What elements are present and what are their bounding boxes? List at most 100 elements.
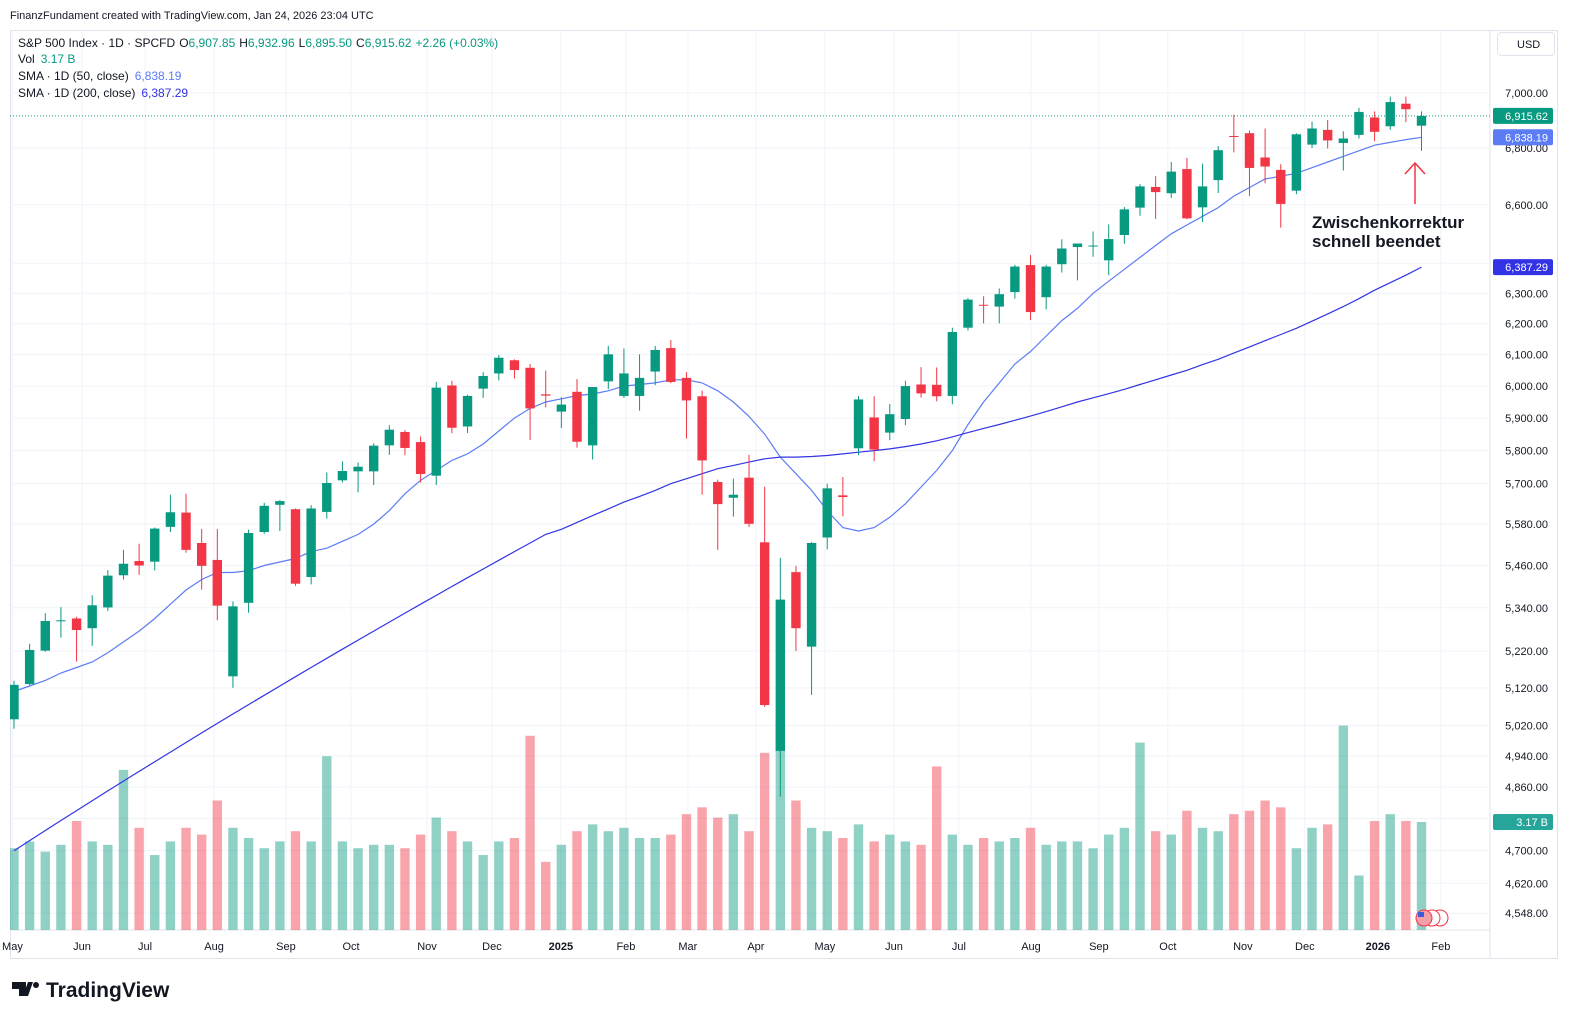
candle-body (196, 542, 207, 566)
volume-bar (228, 827, 238, 930)
volume-bar (1213, 831, 1223, 930)
candle-body (384, 429, 395, 446)
candle-body (1260, 157, 1270, 167)
volume-bar (337, 841, 348, 930)
volume-bar (24, 841, 35, 930)
y-tick-label: 5,340.00 (1505, 603, 1548, 615)
volume-bar (71, 820, 82, 930)
y-tick-label: 4,940.00 (1505, 751, 1548, 763)
volume-bar (853, 824, 864, 930)
candle-body (603, 354, 613, 382)
volume-bar (603, 831, 613, 930)
volume-bar (885, 834, 895, 930)
price-box-label: 3.17 B (1516, 817, 1548, 829)
candle-body (947, 332, 958, 396)
candle-body (1088, 245, 1098, 247)
sma-line (13, 136, 1422, 693)
volume-bar (1385, 814, 1395, 930)
x-tick-label: Aug (204, 941, 224, 953)
y-tick-label: 6,300.00 (1505, 288, 1548, 300)
volume-bar (243, 838, 254, 930)
x-tick-label: Mar (678, 941, 697, 953)
candle-body (634, 377, 645, 396)
y-tick-label: 4,620.00 (1505, 878, 1548, 890)
candle-body (462, 395, 473, 427)
volume-bar (1197, 827, 1208, 930)
y-tick-label: 5,900.00 (1505, 413, 1548, 425)
candle-body (978, 304, 989, 306)
candle-body (10, 684, 19, 720)
candle-body (1041, 266, 1051, 298)
volume-bar (118, 769, 129, 930)
legend-symbol-line: S&P 500 Index · 1D · SPCFD O6,907.85 H6,93… (18, 36, 498, 50)
candle-body (1150, 186, 1161, 193)
volume-bar (10, 848, 19, 930)
volume-bar (572, 831, 582, 930)
volume-bar (697, 807, 707, 930)
y-tick-label: 5,460.00 (1505, 561, 1548, 573)
volume-bar (650, 838, 660, 930)
candle-body (1119, 209, 1130, 235)
volume-bar (666, 834, 676, 930)
flag-icons (1415, 909, 1449, 927)
legend: S&P 500 Index · 1D · SPCFD O6,907.85 H6,93… (18, 36, 498, 100)
volume-bar (1104, 834, 1114, 930)
volume-bar (869, 841, 879, 930)
volume-bar (1369, 820, 1380, 930)
volume-bar (713, 817, 723, 930)
x-tick-label: 2026 (1366, 941, 1390, 953)
x-tick-label: May (814, 941, 835, 953)
candle-layer (10, 96, 1427, 797)
candle-body (525, 367, 535, 409)
candle-body (932, 384, 942, 397)
x-tick-label: Apr (747, 941, 764, 953)
volume-bar (181, 827, 191, 930)
volume-bar (1291, 848, 1302, 930)
h-value: 6,932.96 (248, 36, 295, 50)
o-key: O (179, 36, 188, 50)
y-tick-label: 6,800.00 (1505, 143, 1548, 155)
volume-bar (947, 834, 958, 930)
volume-bar (1135, 742, 1145, 930)
x-tick-label: Feb (1431, 941, 1450, 953)
axes: 7,000.006,800.006,600.006,400.006,300.00… (2, 88, 1553, 953)
volume-bar (103, 844, 113, 930)
brand: TradingView (46, 979, 170, 1002)
price-box-label: 6,915.62 (1505, 111, 1548, 123)
candle-body (400, 431, 410, 448)
volume-bar (838, 838, 848, 930)
volume-bar (1260, 800, 1270, 930)
candle-body (71, 618, 82, 630)
candle-body (869, 417, 879, 450)
volume-bar (1416, 821, 1427, 930)
y-tick-label: 5,120.00 (1505, 683, 1548, 695)
volume-bar (1150, 831, 1161, 930)
currency[interactable]: USD (1517, 39, 1540, 51)
candle-body (212, 559, 223, 606)
candle-body (1135, 186, 1145, 208)
candle-body (509, 360, 520, 370)
volume-bar (775, 718, 785, 930)
candle-body (290, 509, 301, 584)
x-tick-label: Nov (1233, 941, 1253, 953)
currency-box[interactable] (1497, 32, 1555, 56)
volume-bar (759, 752, 770, 930)
volume-bar (744, 831, 754, 930)
volume-bar (619, 827, 629, 930)
h-key: H (239, 36, 248, 50)
volume-bar (134, 827, 144, 930)
volume-bar (369, 844, 379, 930)
legend-vol: Vol 3.17 B (18, 52, 75, 66)
volume-bar (1010, 838, 1020, 930)
vol-value: 3.17 B (41, 52, 76, 66)
volume-bar (556, 844, 567, 930)
candle-body (1166, 171, 1176, 194)
y-tick-label: 6,000.00 (1505, 381, 1548, 393)
candle-body (369, 445, 379, 472)
volume-bar (322, 756, 332, 930)
x-tick-label: Jun (73, 941, 91, 953)
volume-bar (353, 848, 363, 930)
candle-body (900, 386, 911, 420)
volume-bar (1229, 814, 1239, 930)
candle-body (1307, 128, 1317, 145)
